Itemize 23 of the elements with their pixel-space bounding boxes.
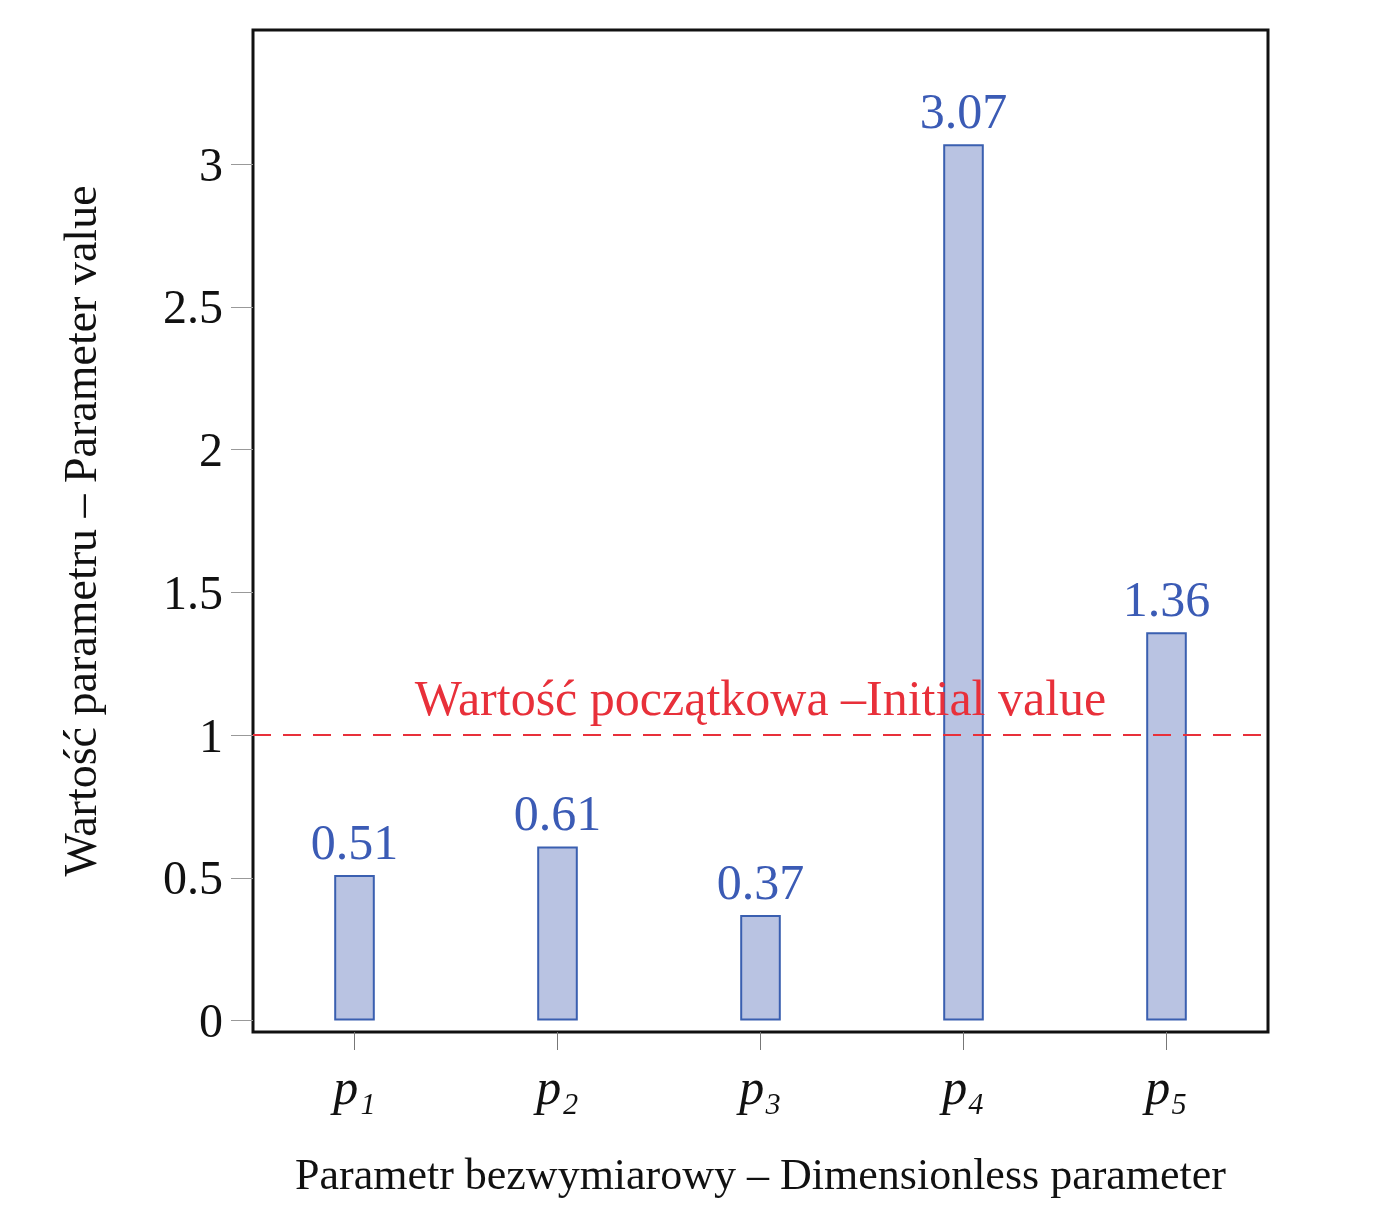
data-label: 3.07	[919, 83, 1008, 140]
y-tick-label: 2.5	[163, 280, 223, 334]
x-tick-label: p₁	[330, 1059, 376, 1115]
y-tick-label: 3	[199, 137, 223, 191]
bar	[334, 874, 375, 1021]
x-axis-title: Parametr bezwymiarowy – Dimensionless parameter	[294, 1149, 1227, 1199]
x-tick-label: p₅	[1142, 1059, 1188, 1115]
bar	[740, 914, 781, 1021]
data-label: 0.61	[513, 785, 602, 842]
y-tick-label: 2	[199, 423, 223, 477]
y-tick-label: 0.5	[163, 851, 223, 905]
data-label: 1.36	[1122, 571, 1211, 628]
bar	[1146, 632, 1187, 1021]
x-tick-label: p₂	[533, 1059, 579, 1115]
y-tick-label: 1.5	[163, 565, 223, 619]
data-label: 0.37	[716, 853, 805, 910]
y-tick-label: 0	[199, 994, 223, 1048]
y-tick-label: 1	[199, 708, 223, 762]
x-tick-label: p₄	[939, 1059, 985, 1115]
y-axis-title: Wartość parametru – Parameter value	[54, 185, 106, 877]
bar	[537, 846, 578, 1021]
x-tick-label: p₃	[736, 1059, 782, 1115]
data-label: 0.51	[310, 813, 399, 870]
